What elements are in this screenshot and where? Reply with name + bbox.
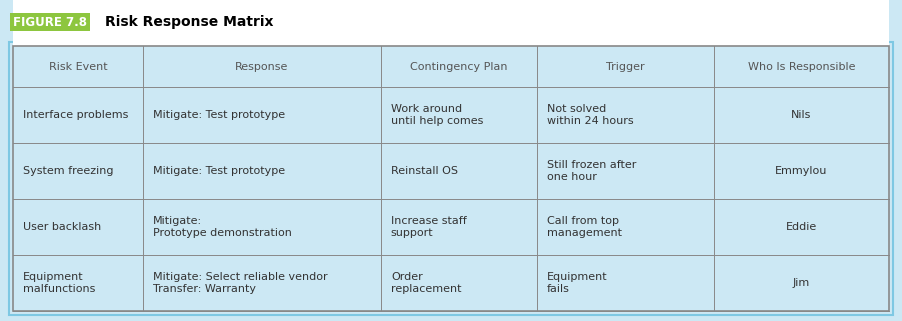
- Text: User backlash: User backlash: [23, 222, 101, 232]
- Text: Mitigate: Test prototype: Mitigate: Test prototype: [152, 166, 285, 176]
- Text: Interface problems: Interface problems: [23, 110, 128, 120]
- Text: Risk Response Matrix: Risk Response Matrix: [105, 15, 273, 29]
- Text: Emmylou: Emmylou: [775, 166, 828, 176]
- Text: Call from top
management: Call from top management: [547, 216, 621, 239]
- Text: Jim: Jim: [793, 278, 810, 288]
- Text: Response: Response: [235, 62, 289, 72]
- Text: FIGURE 7.8: FIGURE 7.8: [13, 15, 87, 29]
- Text: System freezing: System freezing: [23, 166, 114, 176]
- Text: Order
replacement: Order replacement: [391, 272, 462, 294]
- Text: Not solved
within 24 hours: Not solved within 24 hours: [547, 104, 633, 126]
- Text: Trigger: Trigger: [606, 62, 645, 72]
- Bar: [13, 0, 889, 87]
- Text: Mitigate: Test prototype: Mitigate: Test prototype: [152, 110, 285, 120]
- Text: Risk Event: Risk Event: [49, 62, 107, 72]
- Text: Mitigate: Select reliable vendor
Transfer: Warranty: Mitigate: Select reliable vendor Transfe…: [152, 272, 327, 294]
- Text: Equipment
fails: Equipment fails: [547, 272, 607, 294]
- Bar: [13, 46, 889, 87]
- Text: Still frozen after
one hour: Still frozen after one hour: [547, 160, 636, 182]
- Text: Contingency Plan: Contingency Plan: [410, 62, 508, 72]
- Text: Eddie: Eddie: [786, 222, 817, 232]
- Text: Increase staff
support: Increase staff support: [391, 216, 466, 239]
- Text: Mitigate:
Prototype demonstration: Mitigate: Prototype demonstration: [152, 216, 291, 239]
- Text: Reinstall OS: Reinstall OS: [391, 166, 458, 176]
- Text: Equipment
malfunctions: Equipment malfunctions: [23, 272, 96, 294]
- Bar: [13, 46, 889, 311]
- Text: Work around
until help comes: Work around until help comes: [391, 104, 483, 126]
- FancyBboxPatch shape: [9, 42, 893, 315]
- Text: Nils: Nils: [791, 110, 812, 120]
- Text: Who Is Responsible: Who Is Responsible: [748, 62, 855, 72]
